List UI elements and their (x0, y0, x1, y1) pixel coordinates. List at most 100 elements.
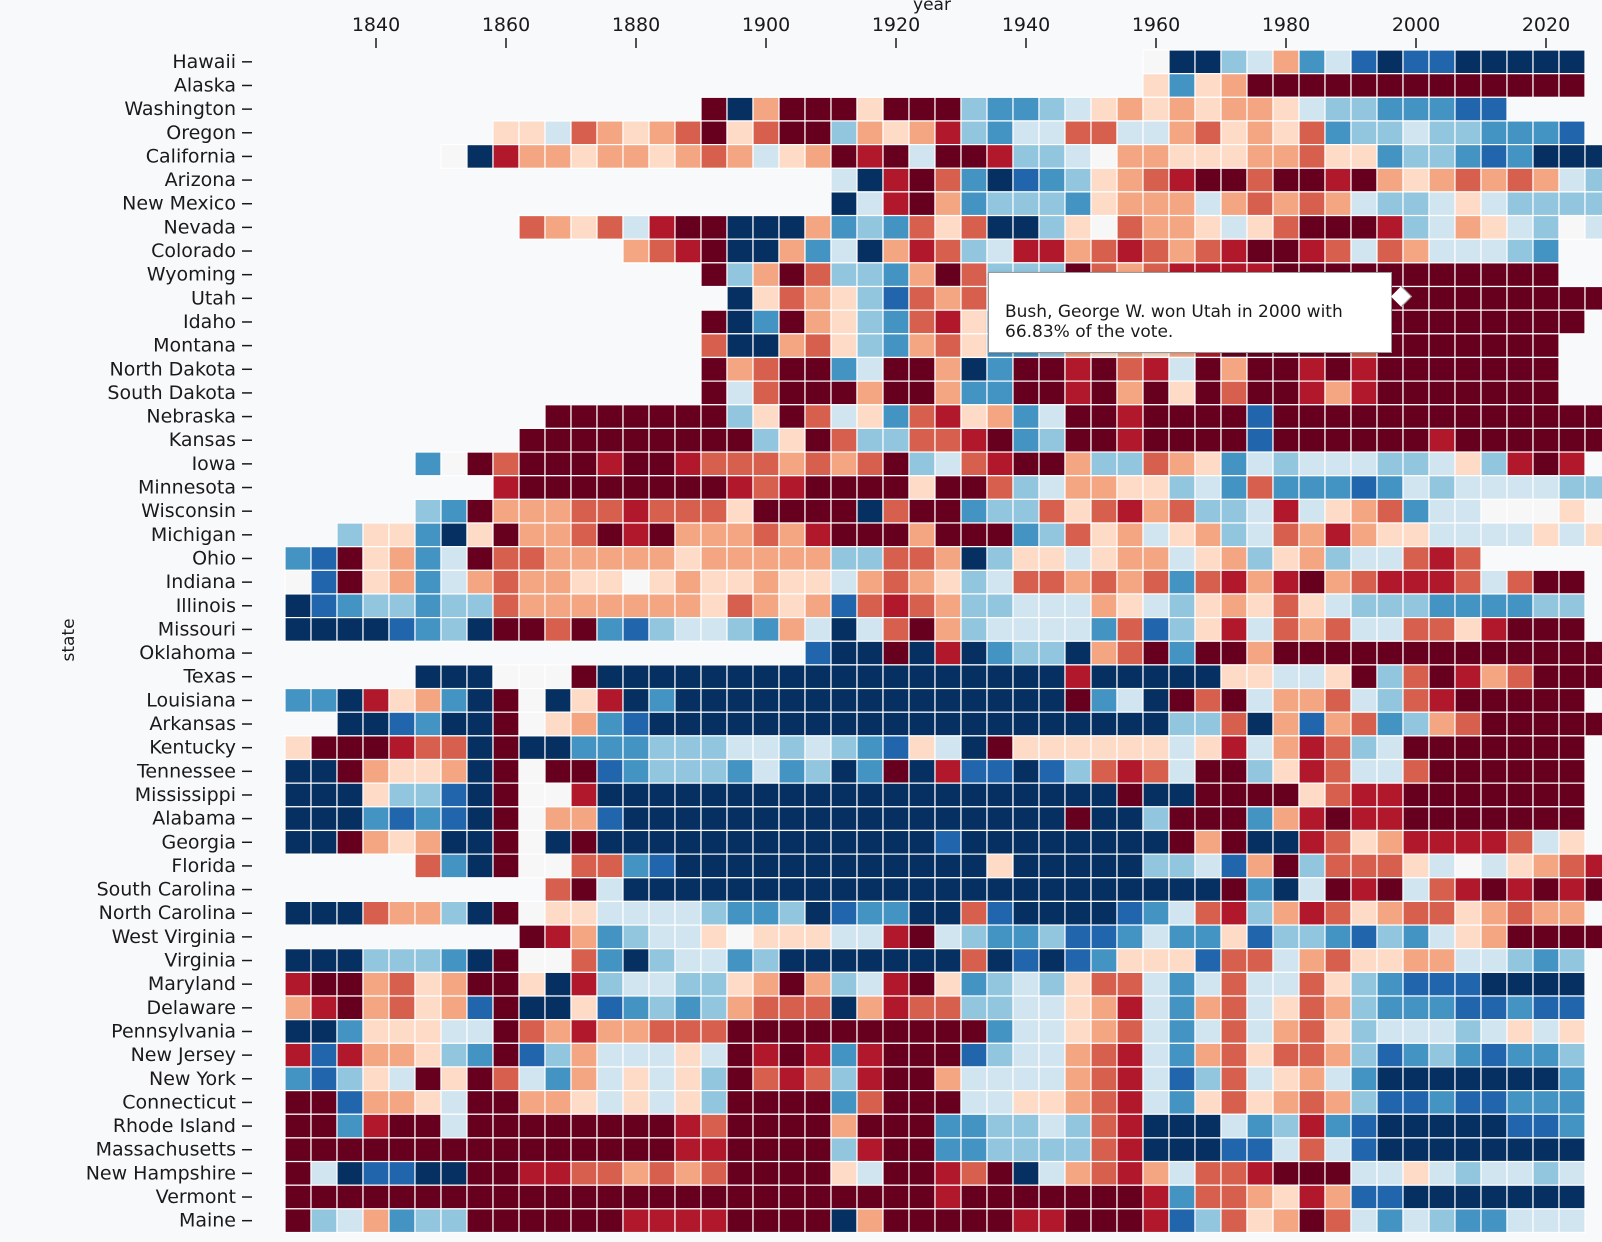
heatmap-cell[interactable] (570, 404, 598, 429)
heatmap-cell[interactable] (1584, 877, 1602, 902)
heatmap-cell[interactable] (518, 924, 546, 950)
heatmap-cell[interactable] (1116, 900, 1144, 926)
heatmap-cell[interactable] (1532, 333, 1560, 359)
heatmap-cell[interactable] (1428, 616, 1456, 642)
heatmap-cell[interactable] (1012, 1160, 1040, 1186)
heatmap-cell[interactable] (1272, 877, 1300, 902)
heatmap-cell[interactable] (466, 853, 494, 879)
heatmap-cell[interactable] (674, 1042, 702, 1068)
heatmap-cell[interactable] (830, 356, 858, 382)
heatmap-cell[interactable] (960, 853, 988, 879)
heatmap-cell[interactable] (908, 1160, 936, 1186)
heatmap-cell[interactable] (1532, 1137, 1560, 1163)
heatmap-cell[interactable] (1194, 853, 1222, 879)
heatmap-cell[interactable] (1194, 735, 1222, 761)
heatmap-cell[interactable] (934, 356, 962, 382)
heatmap-cell[interactable] (1480, 687, 1508, 713)
heatmap-cell[interactable] (804, 593, 832, 619)
heatmap-cell[interactable] (388, 829, 416, 855)
heatmap-cell[interactable] (908, 924, 936, 950)
heatmap-cell[interactable] (1142, 546, 1170, 571)
heatmap-cell[interactable] (1012, 640, 1040, 666)
heatmap-cell[interactable] (440, 593, 468, 619)
heatmap-cell[interactable] (1298, 522, 1326, 548)
heatmap-cell[interactable] (1454, 853, 1482, 879)
heatmap-cell[interactable] (934, 853, 962, 879)
heatmap-cell[interactable] (908, 262, 936, 288)
heatmap-cell[interactable] (1012, 1042, 1040, 1068)
heatmap-cell[interactable] (1116, 735, 1144, 761)
heatmap-cell[interactable] (700, 120, 728, 146)
heatmap-cell[interactable] (1038, 96, 1066, 122)
heatmap-cell[interactable] (1506, 569, 1534, 595)
heatmap-cell[interactable] (544, 593, 572, 619)
heatmap-cell[interactable] (1324, 569, 1352, 595)
heatmap-cell[interactable] (596, 829, 624, 855)
heatmap-cell[interactable] (830, 1019, 858, 1044)
heatmap-cell[interactable] (752, 948, 780, 973)
heatmap-cell[interactable] (518, 1113, 546, 1139)
heatmap-cell[interactable] (1116, 144, 1144, 169)
heatmap-cell[interactable] (336, 616, 364, 642)
heatmap-cell[interactable] (960, 120, 988, 146)
heatmap-cell[interactable] (1428, 49, 1456, 75)
heatmap-cell[interactable] (804, 427, 832, 453)
heatmap-cell[interactable] (674, 404, 702, 429)
heatmap-cell[interactable] (1168, 900, 1196, 926)
heatmap-cell[interactable] (362, 900, 390, 926)
heatmap-cell[interactable] (596, 569, 624, 595)
heatmap-cell[interactable] (1090, 569, 1118, 595)
heatmap-cell[interactable] (1272, 1066, 1300, 1092)
heatmap-cell[interactable] (700, 262, 728, 288)
heatmap-cell[interactable] (1064, 1066, 1092, 1092)
heatmap-cell[interactable] (908, 735, 936, 761)
heatmap-cell[interactable] (1480, 167, 1508, 193)
heatmap-cell[interactable] (1480, 404, 1508, 429)
heatmap-cell[interactable] (310, 900, 338, 926)
heatmap-cell[interactable] (1064, 995, 1092, 1021)
heatmap-cell[interactable] (1116, 664, 1144, 690)
heatmap-cell[interactable] (1506, 144, 1534, 169)
heatmap-cell[interactable] (960, 285, 988, 311)
heatmap-cell[interactable] (518, 995, 546, 1021)
heatmap-cell[interactable] (1272, 616, 1300, 642)
heatmap-cell[interactable] (414, 1137, 442, 1163)
heatmap-cell[interactable] (492, 829, 520, 855)
heatmap-cell[interactable] (1298, 120, 1326, 146)
heatmap-cell[interactable] (908, 971, 936, 997)
heatmap-cell[interactable] (414, 1066, 442, 1092)
heatmap-cell[interactable] (1064, 167, 1092, 193)
heatmap-cell[interactable] (726, 1066, 754, 1092)
heatmap-cell[interactable] (362, 1066, 390, 1092)
heatmap-cell[interactable] (1350, 451, 1378, 477)
heatmap-cell[interactable] (362, 569, 390, 595)
heatmap-cell[interactable] (544, 144, 572, 169)
heatmap-cell[interactable] (1506, 664, 1534, 690)
heatmap-cell[interactable] (648, 1066, 676, 1092)
heatmap-cell[interactable] (1298, 546, 1326, 571)
heatmap-cell[interactable] (1220, 1066, 1248, 1092)
heatmap-cell[interactable] (778, 711, 806, 737)
heatmap-cell[interactable] (622, 924, 650, 950)
heatmap-cell[interactable] (414, 758, 442, 784)
heatmap-cell[interactable] (1064, 1113, 1092, 1139)
heatmap-cell[interactable] (1116, 616, 1144, 642)
heatmap-cell[interactable] (700, 711, 728, 737)
heatmap-cell[interactable] (310, 616, 338, 642)
heatmap-cell[interactable] (986, 782, 1014, 808)
heatmap-cell[interactable] (1532, 687, 1560, 713)
heatmap-cell[interactable] (1428, 924, 1456, 950)
heatmap-cell[interactable] (1038, 238, 1066, 264)
heatmap-cell[interactable] (1272, 144, 1300, 169)
heatmap-cell[interactable] (1090, 687, 1118, 713)
heatmap-cell[interactable] (1272, 498, 1300, 524)
heatmap-cell[interactable] (804, 144, 832, 169)
heatmap-cell[interactable] (674, 758, 702, 784)
heatmap-cell[interactable] (1064, 546, 1092, 571)
heatmap-cell[interactable] (1298, 640, 1326, 666)
heatmap-cell[interactable] (570, 569, 598, 595)
heatmap-cell[interactable] (1428, 1042, 1456, 1068)
heatmap-cell[interactable] (1116, 238, 1144, 264)
heatmap-cell[interactable] (596, 1066, 624, 1092)
heatmap-cell[interactable] (830, 120, 858, 146)
